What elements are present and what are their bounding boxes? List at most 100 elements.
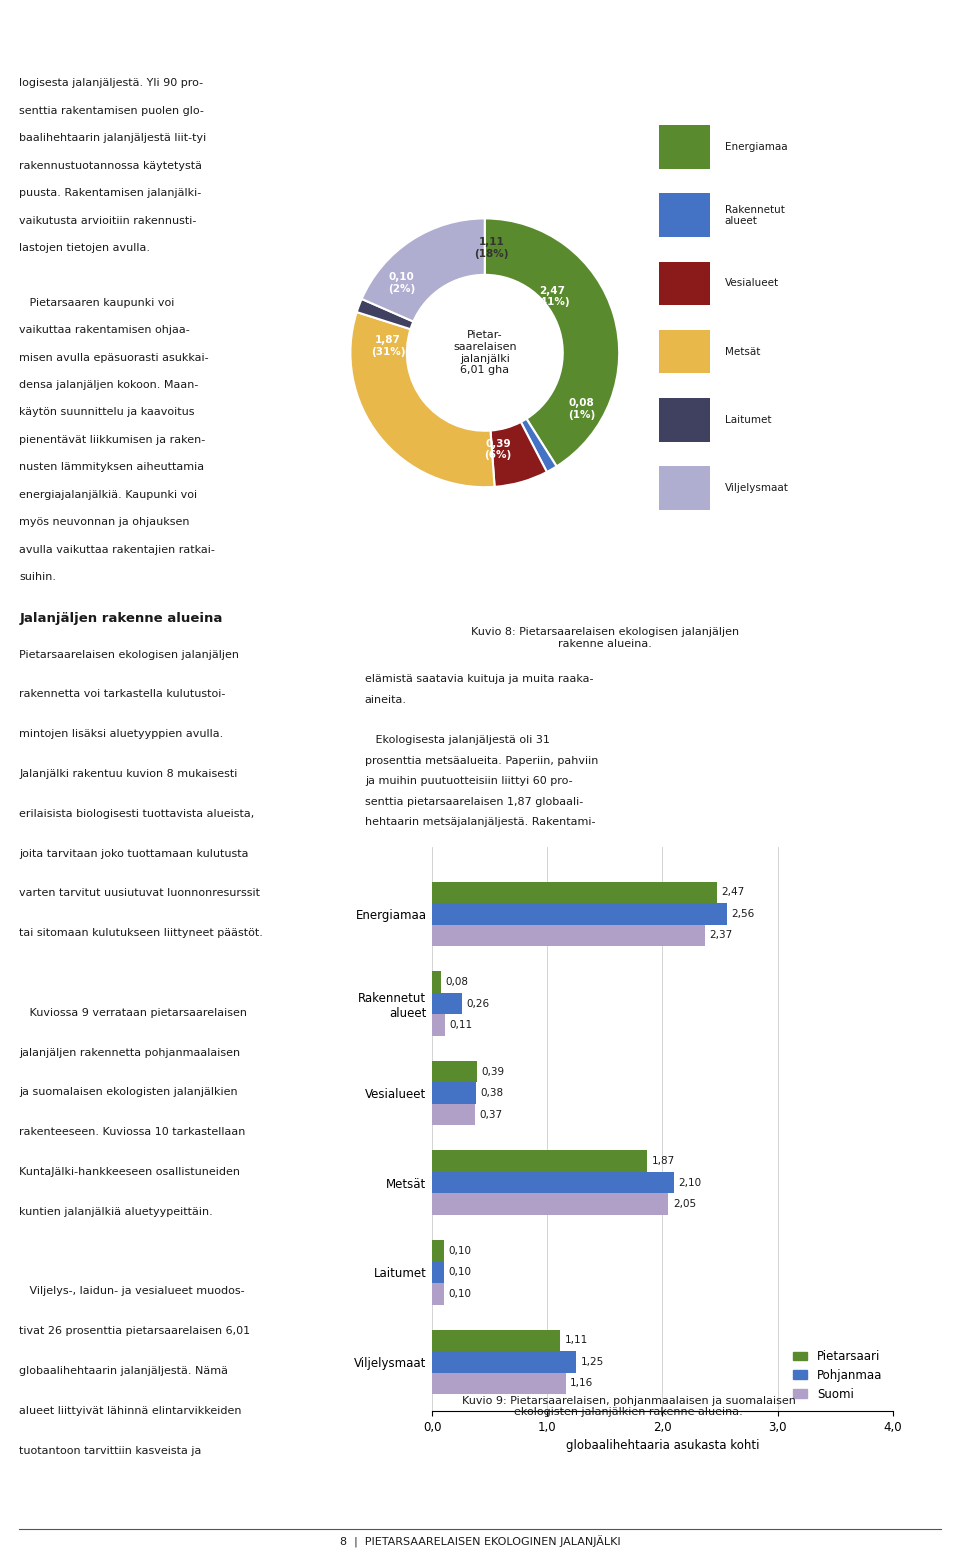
Text: puusta. Rakentamisen jalanjälki-: puusta. Rakentamisen jalanjälki- — [19, 188, 202, 198]
Bar — [659, 193, 710, 237]
Text: 0,39
(6%): 0,39 (6%) — [485, 439, 512, 461]
Text: Vesialueet: Vesialueet — [725, 279, 779, 289]
Bar — [432, 1014, 444, 1036]
Bar — [432, 1262, 444, 1283]
Text: 2,47
(41%): 2,47 (41%) — [535, 285, 569, 307]
Text: 2,10: 2,10 — [679, 1178, 702, 1187]
Text: Pietar-
saarelaisen
jalanjälki
6,01 gha: Pietar- saarelaisen jalanjälki 6,01 gha — [453, 331, 516, 375]
Wedge shape — [491, 422, 547, 486]
Wedge shape — [485, 218, 619, 466]
Text: 1,87
(31%): 1,87 (31%) — [371, 336, 405, 358]
Text: rakenteeseen. Kuviossa 10 tarkastellaan: rakenteeseen. Kuviossa 10 tarkastellaan — [19, 1127, 246, 1137]
Bar — [659, 329, 710, 373]
Text: senttia pietarsaarelaisen 1,87 globaali-: senttia pietarsaarelaisen 1,87 globaali- — [365, 797, 583, 806]
Text: joita tarvitaan joko tuottamaan kulutusta: joita tarvitaan joko tuottamaan kulutust… — [19, 848, 249, 859]
Bar — [432, 1082, 476, 1104]
Text: Pietarsaaren kaupunki voi: Pietarsaaren kaupunki voi — [19, 298, 175, 307]
Text: jalanjäljen rakennetta pohjanmaalaisen: jalanjäljen rakennetta pohjanmaalaisen — [19, 1047, 240, 1057]
Text: Metsät: Metsät — [725, 347, 760, 356]
Text: 2,47: 2,47 — [721, 887, 744, 897]
Wedge shape — [350, 312, 494, 488]
Bar — [432, 1352, 576, 1372]
Text: Ekologisesta jalanjäljestä oli 31: Ekologisesta jalanjäljestä oli 31 — [365, 735, 550, 745]
Text: vaikuttaa rakentamisen ohjaa-: vaikuttaa rakentamisen ohjaa- — [19, 325, 190, 336]
Bar — [432, 971, 442, 993]
Bar — [432, 1283, 444, 1305]
Wedge shape — [521, 419, 557, 472]
Text: Jalanjälki rakentuu kuvion 8 mukaisesti: Jalanjälki rakentuu kuvion 8 mukaisesti — [19, 768, 237, 779]
Bar — [432, 1372, 565, 1394]
Text: 0,11: 0,11 — [449, 1021, 472, 1030]
Text: 0,10: 0,10 — [448, 1289, 471, 1298]
Text: 0,10
(2%): 0,10 (2%) — [388, 273, 415, 293]
Text: baalihehtaarin jalanjäljestä liit-tyi: baalihehtaarin jalanjäljestä liit-tyi — [19, 133, 206, 143]
Text: hehtaarin metsäjalanjäljestä. Rakentami-: hehtaarin metsäjalanjäljestä. Rakentami- — [365, 817, 595, 826]
Text: 0,10: 0,10 — [448, 1247, 471, 1256]
Bar — [659, 125, 710, 169]
Text: ja muihin puutuotteisiin liittyi 60 pro-: ja muihin puutuotteisiin liittyi 60 pro- — [365, 776, 572, 786]
Text: Laitumet: Laitumet — [725, 414, 771, 425]
Bar — [432, 1193, 668, 1215]
X-axis label: globaalihehtaaria asukasta kohti: globaalihehtaaria asukasta kohti — [565, 1439, 759, 1452]
Bar — [432, 1062, 477, 1082]
Text: tuotantoon tarvittiin kasveista ja: tuotantoon tarvittiin kasveista ja — [19, 1446, 202, 1455]
Bar — [432, 1240, 444, 1262]
Text: erilaisista biologisesti tuottavista alueista,: erilaisista biologisesti tuottavista alu… — [19, 809, 254, 818]
Text: Viljelys-, laidun- ja vesialueet muodos-: Viljelys-, laidun- ja vesialueet muodos- — [19, 1286, 245, 1297]
Text: 1,25: 1,25 — [581, 1356, 604, 1367]
Text: 0,38: 0,38 — [480, 1088, 503, 1098]
Text: K U N T A J Ä L K I  2 0 1 0 :  P I E T A R S A A R I: K U N T A J Ä L K I 2 0 1 0 : P I E T A … — [322, 20, 638, 34]
Bar — [432, 881, 716, 903]
Bar — [659, 262, 710, 306]
Text: energiajalanjälkiä. Kaupunki voi: energiajalanjälkiä. Kaupunki voi — [19, 489, 198, 500]
Text: 2,05: 2,05 — [673, 1200, 696, 1209]
Bar — [432, 993, 462, 1014]
Text: Kuviossa 9 verrataan pietarsaarelaisen: Kuviossa 9 verrataan pietarsaarelaisen — [19, 1008, 248, 1018]
Text: tivat 26 prosenttia pietarsaarelaisen 6,01: tivat 26 prosenttia pietarsaarelaisen 6,… — [19, 1327, 251, 1336]
Text: elämistä saatavia kuituja ja muita raaka-: elämistä saatavia kuituja ja muita raaka… — [365, 674, 593, 684]
Text: Kuvio 9: Pietarsaarelaisen, pohjanmaalaisen ja suomalaisen
ekologisten jalanjälk: Kuvio 9: Pietarsaarelaisen, pohjanmaalai… — [462, 1396, 796, 1417]
Text: pienentävät liikkumisen ja raken-: pienentävät liikkumisen ja raken- — [19, 434, 205, 445]
Text: 0,08: 0,08 — [445, 977, 468, 986]
Text: tai sitomaan kulutukseen liittyneet päästöt.: tai sitomaan kulutukseen liittyneet pääs… — [19, 928, 263, 938]
Bar — [432, 1151, 647, 1171]
Text: logisesta jalanjäljestä. Yli 90 pro-: logisesta jalanjäljestä. Yli 90 pro- — [19, 78, 204, 88]
Bar — [432, 1171, 674, 1193]
Bar — [432, 1104, 474, 1126]
Text: globaalihehtaarin jalanjäljestä. Nämä: globaalihehtaarin jalanjäljestä. Nämä — [19, 1366, 228, 1377]
Bar — [432, 1330, 560, 1352]
Text: 0,10: 0,10 — [448, 1267, 471, 1278]
Text: kuntien jalanjälkiä aluetyypeittäin.: kuntien jalanjälkiä aluetyypeittäin. — [19, 1207, 213, 1217]
Wedge shape — [362, 218, 485, 321]
Text: Pietarsaarelaisen ekologisen jalanjäljen: Pietarsaarelaisen ekologisen jalanjäljen — [19, 649, 239, 660]
Text: misen avulla epäsuorasti asukkai-: misen avulla epäsuorasti asukkai- — [19, 353, 209, 362]
Text: 2,56: 2,56 — [732, 909, 755, 919]
Text: 0,37: 0,37 — [479, 1110, 502, 1120]
Text: 1,11
(18%): 1,11 (18%) — [474, 237, 509, 259]
Text: myös neuvonnan ja ohjauksen: myös neuvonnan ja ohjauksen — [19, 517, 190, 527]
Text: aineita.: aineita. — [365, 695, 407, 704]
Text: 0,26: 0,26 — [467, 999, 490, 1008]
Text: prosenttia metsäalueita. Paperiin, pahviin: prosenttia metsäalueita. Paperiin, pahvi… — [365, 756, 598, 765]
Text: 8  |  PIETARSAARELAISEN EKOLOGINEN JALANJÄLKI: 8 | PIETARSAARELAISEN EKOLOGINEN JALANJÄ… — [340, 1535, 620, 1548]
Text: nusten lämmityksen aiheuttamia: nusten lämmityksen aiheuttamia — [19, 463, 204, 472]
Bar — [659, 466, 710, 510]
Text: 1,11: 1,11 — [564, 1336, 588, 1345]
Text: suihin.: suihin. — [19, 572, 57, 582]
Text: vaikutusta arvioitiin rakennusti-: vaikutusta arvioitiin rakennusti- — [19, 215, 197, 226]
Legend: Pietarsaari, Pohjanmaa, Suomi: Pietarsaari, Pohjanmaa, Suomi — [788, 1345, 887, 1405]
Text: 1,87: 1,87 — [652, 1156, 675, 1167]
Text: Jalanjäljen rakenne alueina: Jalanjäljen rakenne alueina — [19, 612, 223, 624]
Text: lastojen tietojen avulla.: lastojen tietojen avulla. — [19, 243, 150, 252]
Text: rakennustuotannossa käytetystä: rakennustuotannossa käytetystä — [19, 160, 203, 171]
Text: Energiamaa: Energiamaa — [725, 143, 787, 152]
Text: Kuvio 8: Pietarsaarelaisen ekologisen jalanjäljen
rakenne alueina.: Kuvio 8: Pietarsaarelaisen ekologisen ja… — [470, 627, 739, 649]
Text: varten tarvitut uusiutuvat luonnonresurssit: varten tarvitut uusiutuvat luonnonresurs… — [19, 889, 260, 898]
Bar — [432, 903, 727, 925]
Text: avulla vaikuttaa rakentajien ratkai-: avulla vaikuttaa rakentajien ratkai- — [19, 544, 215, 555]
Text: densa jalanjäljen kokoon. Maan-: densa jalanjäljen kokoon. Maan- — [19, 379, 199, 390]
Bar — [659, 398, 710, 442]
Text: ja suomalaisen ekologisten jalanjälkien: ja suomalaisen ekologisten jalanjälkien — [19, 1087, 238, 1098]
Text: Rakennetut
alueet: Rakennetut alueet — [725, 205, 784, 226]
Text: Viljelysmaat: Viljelysmaat — [725, 483, 789, 492]
